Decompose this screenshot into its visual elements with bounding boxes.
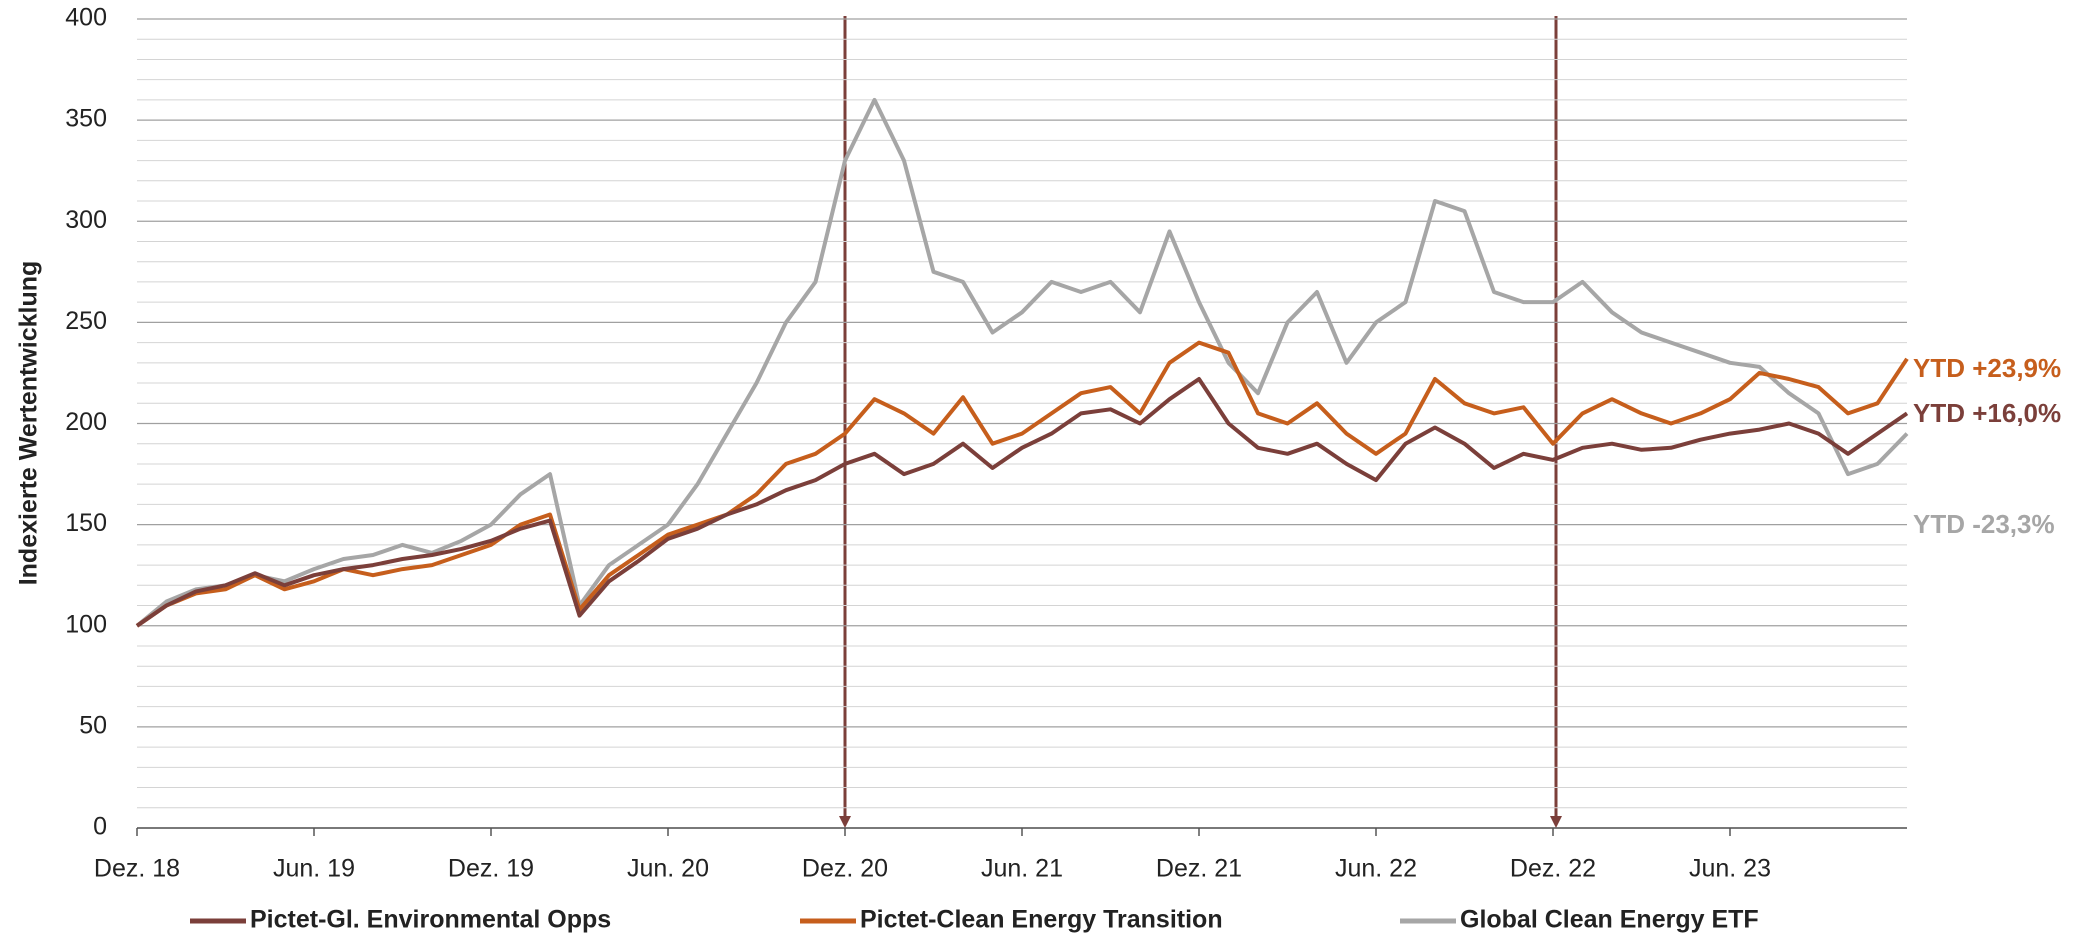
annotation: YTD -23,3%: [1913, 509, 2055, 539]
y-tick-label: 200: [65, 408, 107, 436]
y-tick-label: 300: [65, 206, 107, 234]
x-tick-label: Jun. 19: [273, 855, 355, 883]
x-tick-label: Dez. 19: [448, 855, 534, 883]
x-tick-label: Jun. 20: [627, 855, 709, 883]
x-tick-label: Jun. 21: [981, 855, 1063, 883]
legend-label: Pictet-Gl. Environmental Opps: [250, 906, 611, 934]
marker-arrow: [839, 816, 851, 828]
series-line: [135, 340, 1909, 628]
series-line: [135, 377, 1909, 628]
y-tick-label: 50: [79, 711, 107, 739]
marker-arrow: [1550, 816, 1562, 828]
y-tick-label: 250: [65, 307, 107, 335]
x-tick-label: Dez. 21: [1156, 855, 1242, 883]
annotation: YTD +23,9%: [1913, 353, 2061, 383]
y-tick-label: 0: [93, 813, 107, 841]
x-tick-label: Dez. 18: [94, 855, 180, 883]
annotation: YTD +16,0%: [1913, 398, 2061, 428]
y-tick-label: 150: [65, 509, 107, 537]
series-line: [135, 97, 1909, 628]
y-tick-label: 400: [65, 4, 107, 32]
x-tick-label: Dez. 22: [1510, 855, 1596, 883]
legend-label: Pictet-Clean Energy Transition: [860, 906, 1223, 934]
x-tick-label: Jun. 22: [1335, 855, 1417, 883]
x-tick-label: Dez. 20: [802, 855, 888, 883]
x-tick-label: Jun. 23: [1689, 855, 1771, 883]
y-axis-label: Indexierte Wertentwicklung: [15, 261, 43, 586]
legend-label: Global Clean Energy ETF: [1460, 906, 1759, 934]
y-tick-label: 350: [65, 105, 107, 133]
y-tick-label: 100: [65, 610, 107, 638]
